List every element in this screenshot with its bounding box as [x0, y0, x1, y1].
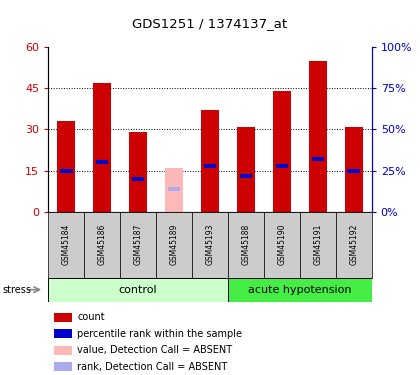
- Bar: [132, 177, 144, 181]
- Text: GSM45184: GSM45184: [62, 224, 71, 266]
- Bar: [165, 168, 183, 212]
- Bar: [273, 91, 291, 212]
- Bar: [228, 278, 372, 302]
- Bar: [53, 346, 72, 355]
- Bar: [336, 212, 372, 278]
- Text: value, Detection Call = ABSENT: value, Detection Call = ABSENT: [77, 345, 232, 355]
- Bar: [228, 212, 264, 278]
- Bar: [168, 187, 180, 191]
- Bar: [201, 110, 219, 212]
- Bar: [48, 278, 228, 302]
- Text: stress: stress: [2, 285, 31, 295]
- Text: GSM45193: GSM45193: [205, 224, 215, 266]
- Bar: [276, 164, 288, 168]
- Text: GSM45187: GSM45187: [134, 224, 143, 266]
- Bar: [309, 61, 327, 212]
- Text: rank, Detection Call = ABSENT: rank, Detection Call = ABSENT: [77, 362, 228, 372]
- Text: GSM45191: GSM45191: [313, 224, 322, 266]
- Bar: [53, 362, 72, 371]
- Bar: [204, 164, 216, 168]
- Bar: [264, 212, 300, 278]
- Bar: [53, 329, 72, 339]
- Bar: [237, 127, 255, 212]
- Text: percentile rank within the sample: percentile rank within the sample: [77, 329, 242, 339]
- Text: acute hypotension: acute hypotension: [248, 285, 352, 295]
- Bar: [48, 212, 84, 278]
- Bar: [96, 160, 108, 164]
- Bar: [345, 127, 363, 212]
- Text: GSM45188: GSM45188: [241, 224, 250, 266]
- Text: GSM45190: GSM45190: [277, 224, 286, 266]
- Bar: [93, 82, 111, 212]
- Text: count: count: [77, 312, 105, 322]
- Bar: [156, 212, 192, 278]
- Text: GDS1251 / 1374137_at: GDS1251 / 1374137_at: [132, 17, 288, 30]
- Bar: [312, 157, 324, 161]
- Text: control: control: [119, 285, 158, 295]
- Bar: [347, 169, 360, 172]
- Text: GSM45189: GSM45189: [170, 224, 178, 266]
- Bar: [129, 132, 147, 212]
- Bar: [84, 212, 120, 278]
- Bar: [192, 212, 228, 278]
- Bar: [300, 212, 336, 278]
- Text: GSM45186: GSM45186: [98, 224, 107, 266]
- Bar: [240, 174, 252, 178]
- Bar: [57, 121, 75, 212]
- Bar: [60, 169, 73, 172]
- Text: GSM45192: GSM45192: [349, 224, 358, 266]
- Bar: [120, 212, 156, 278]
- Bar: [53, 313, 72, 322]
